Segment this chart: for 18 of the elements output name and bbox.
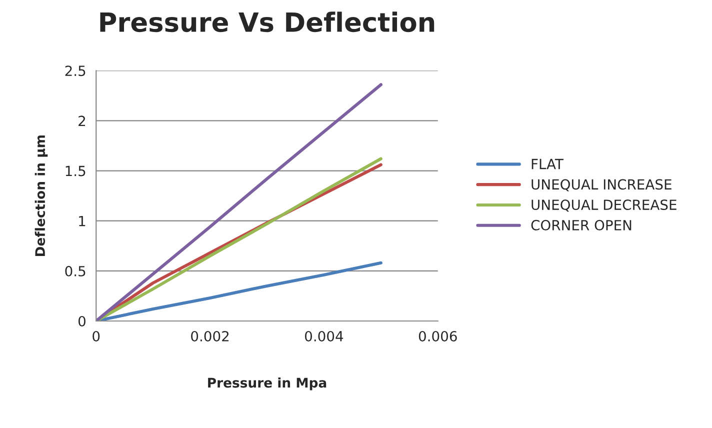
- y-axis-title: Deflection in μm: [34, 135, 48, 256]
- x-tick-label: 0.006: [418, 330, 457, 342]
- legend-label: CORNER OPEN: [531, 220, 632, 230]
- x-tick-label: 0.002: [191, 330, 229, 342]
- chart-title: Pressure Vs Deflection: [100, 12, 434, 32]
- y-tick-label: 2.5: [65, 66, 86, 76]
- y-tick-label: 0: [78, 316, 86, 326]
- legend-label: UNEQUAL INCREASE: [532, 179, 672, 192]
- x-axis-title: Pressure in Mpa: [208, 377, 326, 390]
- line-series: [96, 83, 382, 321]
- x-tick-label: 0.004: [304, 330, 344, 342]
- y-tick-label: 2: [78, 116, 86, 126]
- legend-label: FLAT: [532, 158, 564, 170]
- legend-label: UNEQUAL DECREASE: [532, 200, 676, 212]
- x-tick-label: 0: [92, 330, 100, 342]
- y-tick-label: 1.5: [66, 166, 86, 176]
- y-tick-label: 0.5: [65, 266, 86, 276]
- y-tick-label: 1: [79, 216, 86, 226]
